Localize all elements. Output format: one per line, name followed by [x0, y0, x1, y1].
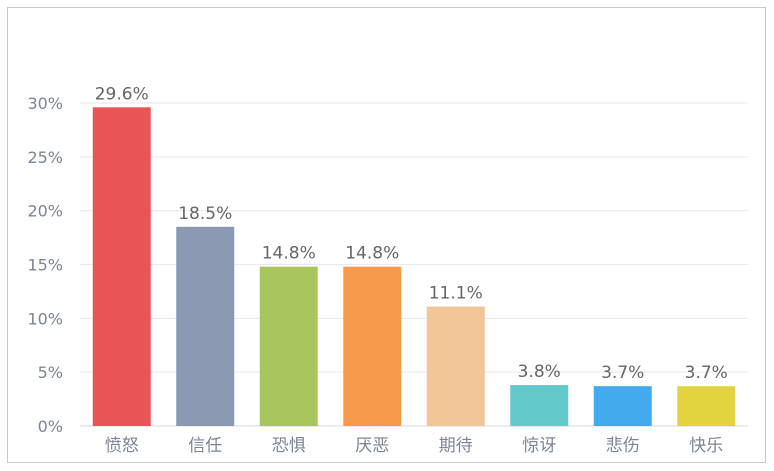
bar — [510, 385, 569, 426]
y-tick-label: 30% — [27, 94, 63, 113]
bar — [343, 266, 402, 426]
x-tick-label: 厌恶 — [355, 436, 389, 456]
data-label: 11.1% — [429, 283, 483, 303]
x-tick-label: 期待 — [439, 436, 473, 456]
bar — [677, 386, 736, 426]
y-tick-label: 20% — [27, 202, 63, 221]
x-tick-label: 惊讶 — [522, 436, 556, 456]
data-label: 18.5% — [178, 204, 232, 224]
bar — [426, 306, 485, 426]
data-label: 14.8% — [262, 244, 316, 264]
x-tick-label: 快乐 — [689, 436, 723, 456]
x-tick-label: 愤怒 — [105, 436, 139, 456]
y-tick-label: 5% — [38, 363, 63, 382]
x-tick-label: 悲伤 — [606, 436, 640, 456]
bar — [593, 386, 652, 426]
y-tick-label: 0% — [38, 417, 63, 436]
data-label: 3.7% — [685, 363, 728, 383]
y-tick-label: 25% — [27, 148, 63, 167]
y-tick-label: 10% — [27, 309, 63, 328]
data-label: 3.8% — [518, 362, 561, 382]
data-label: 14.8% — [345, 244, 399, 264]
bar — [176, 226, 235, 426]
bar — [92, 107, 151, 426]
bar — [259, 266, 318, 426]
data-label: 29.6% — [95, 84, 149, 104]
data-label: 3.7% — [601, 363, 644, 383]
x-tick-label: 信任 — [188, 436, 222, 456]
y-tick-label: 15% — [27, 256, 63, 275]
x-tick-label: 恐惧 — [272, 436, 306, 456]
